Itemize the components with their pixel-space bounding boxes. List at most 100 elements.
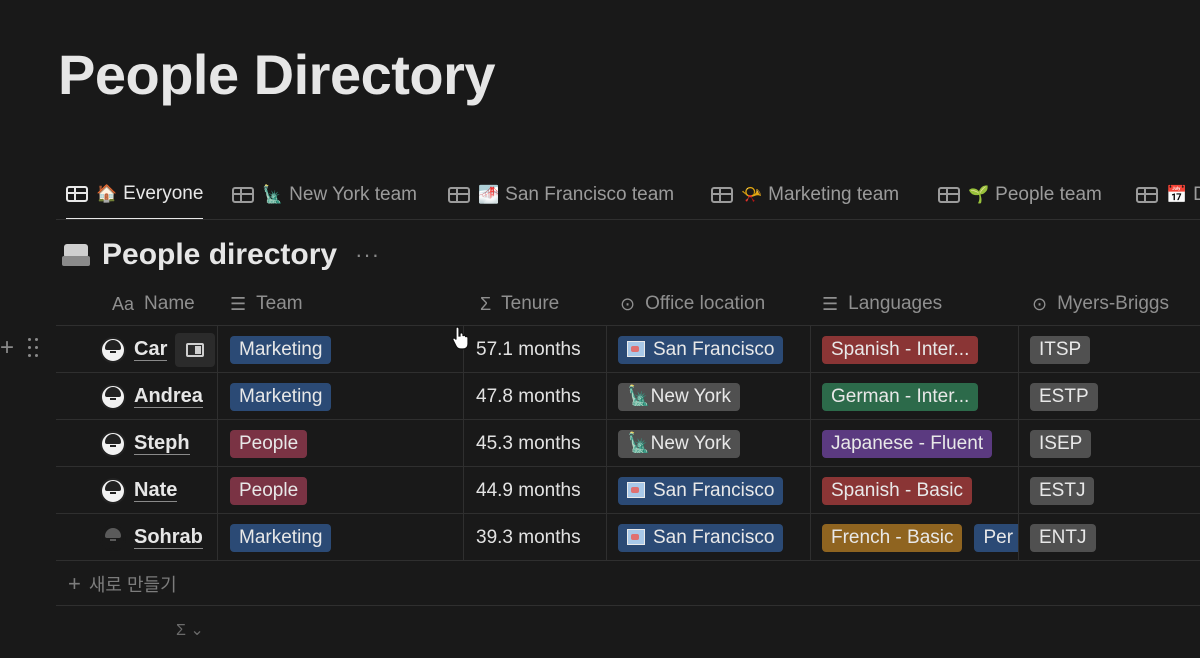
office-cell[interactable]: 🗽New York xyxy=(618,373,752,420)
seedling-icon: 🌱 xyxy=(968,185,990,204)
team-tag: People xyxy=(230,476,308,505)
column-header-tenure[interactable]: Σ Tenure xyxy=(480,282,559,326)
table-row[interactable]: Nate People 44.9 months San Francisco Sp… xyxy=(56,467,1200,514)
office-cell[interactable]: San Francisco xyxy=(618,467,795,514)
column-label: Office location xyxy=(645,293,766,314)
add-row-icon[interactable]: + xyxy=(0,334,15,361)
bridge-emoji-icon xyxy=(627,481,645,498)
person-name[interactable]: Nate xyxy=(134,479,178,502)
tenure-value: 44.9 months xyxy=(476,479,581,501)
column-divider xyxy=(217,326,218,561)
languages-cell[interactable]: French - Basic Per xyxy=(822,514,1018,561)
bridge-emoji-icon xyxy=(627,340,645,357)
tab-calendar[interactable]: 📅 D xyxy=(1136,170,1200,219)
column-header-languages[interactable]: ☰ Languages xyxy=(822,282,942,326)
team-tag: People xyxy=(230,429,308,458)
plus-icon: + xyxy=(68,570,81,596)
more-options-button[interactable]: ··· xyxy=(355,242,381,267)
office-cell[interactable]: San Francisco xyxy=(618,326,795,373)
team-cell[interactable]: People xyxy=(230,420,319,467)
new-row-label: 새로 만들기 xyxy=(88,574,177,595)
name-cell[interactable]: Nate xyxy=(100,467,178,514)
language-tag: Spanish - Inter... xyxy=(822,335,979,364)
table-icon xyxy=(66,186,88,202)
select-icon: ⊙ xyxy=(620,293,636,314)
office-cell[interactable]: 🗽New York xyxy=(618,420,752,467)
mbti-cell[interactable]: ESTJ xyxy=(1030,467,1106,514)
select-icon: ⊙ xyxy=(1032,293,1048,314)
mbti-tag: ITSP xyxy=(1030,335,1091,364)
view-tabs: 🏠 Everyone 🗽 New York team 🌁 San Francis… xyxy=(56,170,1200,220)
database-title[interactable]: People directory xyxy=(102,238,338,271)
office-tag: San Francisco xyxy=(618,335,784,364)
languages-cell[interactable]: Spanish - Basic xyxy=(822,467,1018,514)
name-cell[interactable]: Andrea xyxy=(100,373,203,420)
postal-horn-icon: 📯 xyxy=(741,185,763,204)
team-cell[interactable]: People xyxy=(230,467,319,514)
tab-label: People team xyxy=(995,184,1102,205)
open-panel-icon xyxy=(186,342,205,357)
table-header: Aa Name ☰ Team Σ Tenure ⊙ Office locatio… xyxy=(56,282,1200,326)
table-row[interactable]: Sohrab Marketing 39.3 months San Francis… xyxy=(56,514,1200,561)
avatar xyxy=(100,383,126,410)
office-label: San Francisco xyxy=(653,338,775,360)
column-header-office-location[interactable]: ⊙ Office location xyxy=(620,282,765,326)
table-row[interactable]: Andrea Marketing 47.8 months 🗽New York G… xyxy=(56,373,1200,420)
tab-label: New York team xyxy=(289,184,417,205)
name-cell[interactable]: Car xyxy=(100,326,216,373)
column-header-myers-briggs[interactable]: ⊙ Myers-Briggs xyxy=(1032,282,1169,326)
team-tag: Marketing xyxy=(230,335,332,364)
tenure-value: 47.8 months xyxy=(476,385,581,407)
statue-of-liberty-icon: 🗽 xyxy=(627,432,651,454)
calculate-button[interactable]: Σ ⌄ xyxy=(176,622,204,639)
new-row-button[interactable]: + 새로 만들기 xyxy=(56,562,1200,606)
team-cell[interactable]: Marketing xyxy=(230,373,343,420)
team-cell[interactable]: Marketing xyxy=(230,326,343,373)
table-row[interactable]: Car Marketing 57.1 months San Francisco … xyxy=(56,326,1200,373)
mbti-tag: ESTJ xyxy=(1030,476,1095,505)
tab-label: Everyone xyxy=(123,183,204,204)
tab-san-francisco-team[interactable]: 🌁 San Francisco team xyxy=(448,170,674,219)
languages-cell[interactable]: Spanish - Inter... xyxy=(822,326,1018,373)
page-title: People Directory xyxy=(58,43,496,106)
team-tag: Marketing xyxy=(230,382,332,411)
tenure-cell[interactable]: 47.8 months xyxy=(476,373,581,420)
name-cell[interactable]: Steph xyxy=(100,420,190,467)
table-row[interactable]: Steph People 45.3 months 🗽New York Japan… xyxy=(56,420,1200,467)
languages-cell[interactable]: Japanese - Fluent xyxy=(822,420,1018,467)
column-label: Myers-Briggs xyxy=(1057,293,1169,314)
person-name[interactable]: Sohrab xyxy=(134,526,203,549)
column-header-name[interactable]: Aa Name xyxy=(112,282,195,326)
mbti-cell[interactable]: ENTJ xyxy=(1030,514,1108,561)
column-divider xyxy=(1018,326,1019,561)
drag-handle-icon[interactable] xyxy=(28,338,39,358)
office-tag: 🗽New York xyxy=(618,429,740,458)
tenure-cell[interactable]: 44.9 months xyxy=(476,467,581,514)
statue-of-liberty-icon: 🗽 xyxy=(627,385,651,407)
name-cell[interactable]: Sohrab xyxy=(100,514,203,561)
mbti-cell[interactable]: ESTP xyxy=(1030,373,1110,420)
table-icon xyxy=(938,187,960,203)
person-name[interactable]: Andrea xyxy=(134,385,203,408)
mbti-cell[interactable]: ITSP xyxy=(1030,326,1102,373)
tab-everyone[interactable]: 🏠 Everyone xyxy=(66,170,204,219)
tenure-cell[interactable]: 57.1 months xyxy=(476,326,581,373)
language-tag: Per xyxy=(974,523,1018,552)
tab-people-team[interactable]: 🌱 People team xyxy=(938,170,1102,219)
person-name[interactable]: Steph xyxy=(134,432,190,455)
column-divider xyxy=(606,326,607,561)
tab-marketing-team[interactable]: 📯 Marketing team xyxy=(711,170,899,219)
team-cell[interactable]: Marketing xyxy=(230,514,343,561)
office-label: San Francisco xyxy=(653,526,775,548)
office-cell[interactable]: San Francisco xyxy=(618,514,795,561)
tenure-cell[interactable]: 45.3 months xyxy=(476,420,581,467)
tenure-cell[interactable]: 39.3 months xyxy=(476,514,581,561)
mbti-cell[interactable]: ISEP xyxy=(1030,420,1103,467)
open-page-button[interactable] xyxy=(175,332,216,367)
language-tag: German - Inter... xyxy=(822,382,979,411)
person-name[interactable]: Car xyxy=(134,338,168,361)
languages-cell[interactable]: German - Inter... xyxy=(822,373,1018,420)
tenure-value: 45.3 months xyxy=(476,432,581,454)
column-header-team[interactable]: ☰ Team xyxy=(230,282,303,326)
tab-new-york-team[interactable]: 🗽 New York team xyxy=(232,170,417,219)
